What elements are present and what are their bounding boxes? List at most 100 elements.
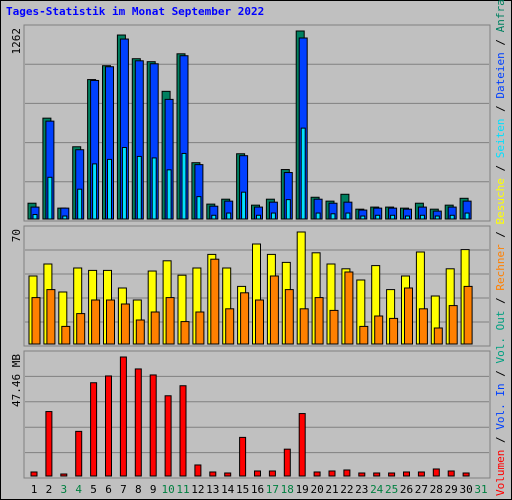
x-tick-label: 28 <box>430 483 443 496</box>
bar <box>449 214 455 220</box>
bar <box>151 157 157 220</box>
legend-separator: / <box>494 364 507 384</box>
x-tick-label: 23 <box>355 483 368 496</box>
bar <box>105 375 112 477</box>
bar <box>45 411 53 477</box>
bar <box>404 287 413 345</box>
x-tick-label: 10 <box>161 483 174 496</box>
bar <box>180 321 190 345</box>
bar <box>75 430 83 477</box>
bar <box>195 311 205 345</box>
chart-title: Tages-Statistik im Monat September 2022 <box>6 5 264 18</box>
x-tick-label: 12 <box>191 483 204 496</box>
bar <box>241 191 247 220</box>
bar <box>314 297 324 345</box>
bar <box>389 317 399 345</box>
x-tick-label: 5 <box>90 483 97 496</box>
bar <box>240 292 250 345</box>
bar <box>447 470 455 477</box>
bar <box>330 213 336 220</box>
bar <box>418 308 428 345</box>
legend-entry: Vol. Out <box>494 311 507 364</box>
bar <box>91 299 101 345</box>
y-tick-label: 70 <box>10 229 23 242</box>
x-tick-label: 2 <box>46 483 53 496</box>
legend-entry: Anfragen <box>494 0 507 32</box>
bar <box>31 297 41 345</box>
legend-separator: / <box>494 158 507 178</box>
x-tick-label: 4 <box>75 483 82 496</box>
bar <box>254 470 261 477</box>
bar <box>373 472 381 477</box>
x-tick-label: 6 <box>105 483 112 496</box>
bar <box>285 199 291 220</box>
bar <box>448 305 458 345</box>
bar <box>329 309 339 345</box>
bar <box>388 472 396 477</box>
x-tick-label: 29 <box>445 483 458 496</box>
bar <box>298 413 306 477</box>
bar <box>268 470 276 477</box>
bar <box>196 196 202 220</box>
bar <box>269 275 279 345</box>
bar <box>30 471 38 477</box>
bar <box>120 303 130 345</box>
x-tick-label: 21 <box>325 483 338 496</box>
x-tick-label: 25 <box>385 483 398 496</box>
bar <box>225 308 235 345</box>
legend-entry: Besuche <box>494 178 507 224</box>
legend-separator: / <box>494 99 507 119</box>
bar <box>239 436 247 477</box>
bar <box>181 152 187 220</box>
x-tick-label: 14 <box>221 483 235 496</box>
bar <box>462 472 470 477</box>
legend-entry: Dateien <box>494 52 507 98</box>
bar <box>358 472 366 477</box>
bar <box>149 374 157 477</box>
bar <box>270 212 276 220</box>
x-tick-label: 9 <box>150 483 157 496</box>
bar <box>255 299 264 345</box>
x-tick-label: 15 <box>236 483 249 496</box>
legend-entry: Volumen <box>494 450 507 496</box>
bar <box>77 188 83 220</box>
x-tick-label: 16 <box>251 483 264 496</box>
x-tick-label: 20 <box>310 483 323 496</box>
bar <box>375 214 381 220</box>
x-tick-label: 8 <box>135 483 142 496</box>
bar <box>345 212 351 220</box>
bar <box>121 146 127 220</box>
bar <box>464 212 470 220</box>
bar <box>300 127 306 220</box>
bar <box>47 176 53 220</box>
bar <box>463 285 473 345</box>
legend-entry: Vol. In <box>494 383 507 429</box>
x-tick-label: 24 <box>370 483 384 496</box>
bar <box>135 319 145 345</box>
x-tick-label: 17 <box>266 483 279 496</box>
x-tick-label: 11 <box>176 483 189 496</box>
bar <box>210 258 220 345</box>
x-tick-label: 19 <box>296 483 309 496</box>
bar <box>403 471 410 477</box>
legend-entry: Seiten <box>494 118 507 158</box>
x-tick-label: 3 <box>60 483 67 496</box>
x-tick-label: 13 <box>206 483 219 496</box>
bar <box>119 356 127 477</box>
bar <box>226 212 232 220</box>
legend-separator: / <box>494 32 507 52</box>
bar <box>76 313 86 345</box>
bar <box>60 473 68 477</box>
bar <box>360 215 366 220</box>
bar <box>419 214 425 220</box>
bar <box>179 385 187 477</box>
bar <box>46 289 56 345</box>
bar <box>166 169 172 220</box>
bar <box>224 472 232 477</box>
bar <box>32 214 38 220</box>
bar <box>62 215 68 220</box>
bar <box>434 215 440 220</box>
bar <box>92 163 98 220</box>
bar <box>107 158 112 220</box>
